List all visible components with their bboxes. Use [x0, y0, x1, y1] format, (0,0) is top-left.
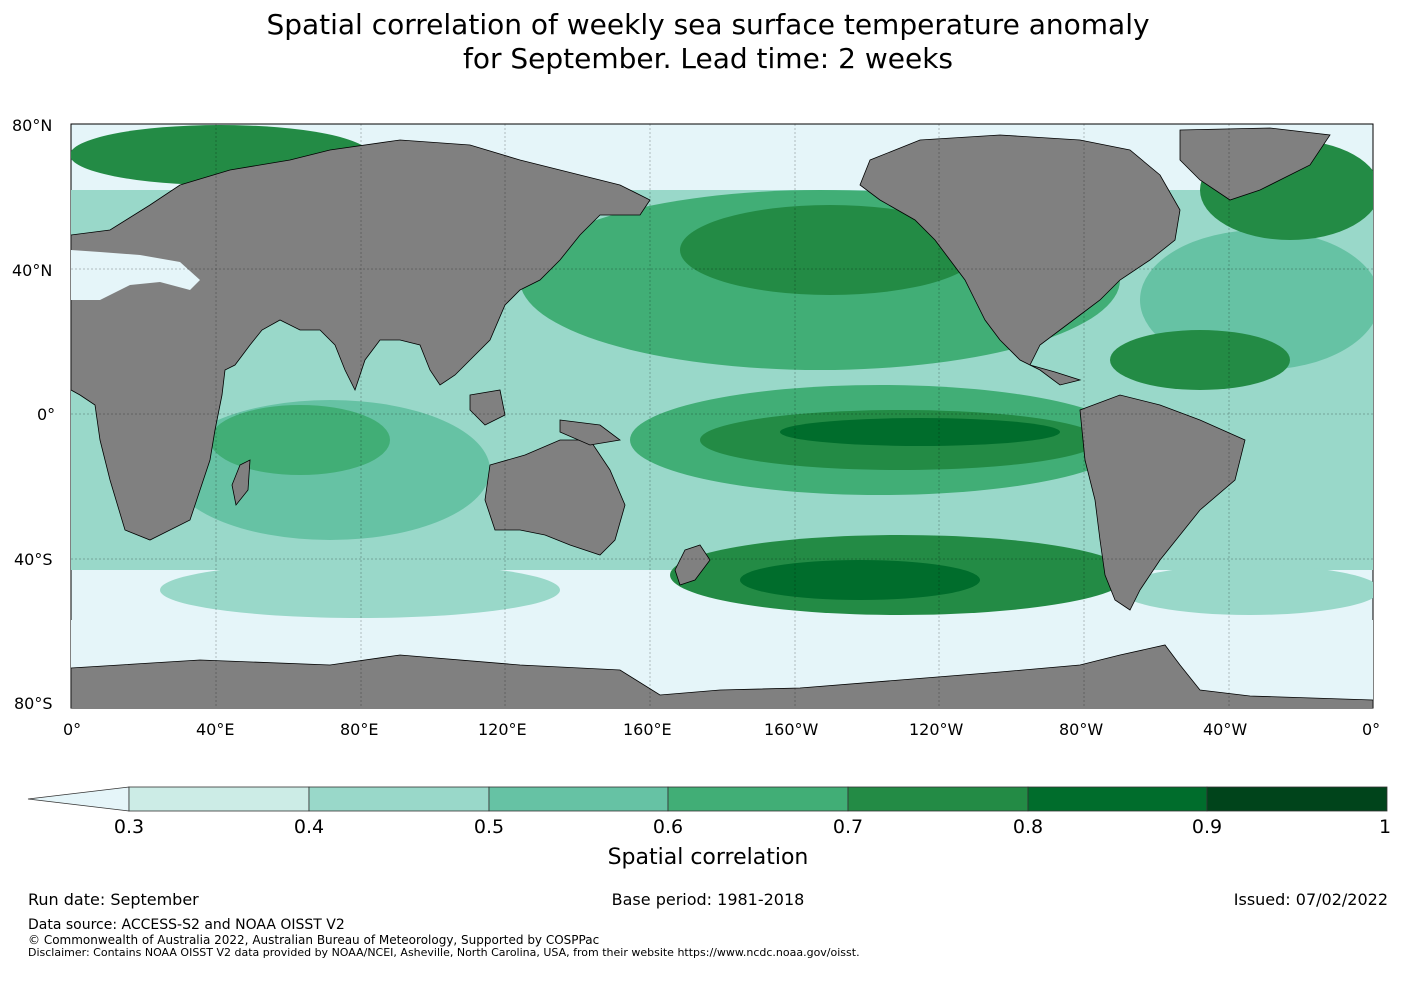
- ocean-field-indian-core: [210, 405, 390, 475]
- colorbar-bin-0.4: [308, 786, 490, 812]
- run-date: Run date: September: [28, 890, 199, 909]
- lon-label-40e: 40°E: [196, 720, 235, 739]
- land-greenland: [1179, 127, 1331, 201]
- colorbar-bin-0.6: [667, 786, 849, 812]
- ocean-field-caribbean: [1110, 330, 1290, 390]
- colorbar-title: Spatial correlation: [607, 845, 809, 870]
- graticule: [71, 124, 1373, 708]
- lon-label-160e: 160°E: [623, 720, 672, 739]
- land-australia: [484, 439, 626, 556]
- lon-label-80e: 80°E: [340, 720, 379, 739]
- lat-label-40n: 40°N: [12, 261, 53, 280]
- ocean-field-south-atl: [1120, 565, 1373, 615]
- colorbar-tick-0.5: 0.5: [473, 816, 505, 838]
- lon-label-0-right: 0°: [1362, 720, 1381, 739]
- colorbar-bin-0.3: [128, 786, 310, 812]
- land-north-america: [859, 134, 1181, 386]
- colorbar-tick-0.4: 0.4: [293, 816, 325, 838]
- colorbar-bin-0.9: [1206, 786, 1388, 812]
- colorbar-extend-arrow: [27, 786, 130, 812]
- land-new-guinea: [559, 419, 621, 446]
- land-europe-mediterranean: [71, 250, 200, 300]
- lon-label-80w: 80°W: [1059, 720, 1104, 739]
- colorbar-bin-0.7: [847, 786, 1029, 812]
- land-south-america: [1079, 394, 1246, 611]
- chart-title: Spatial correlation of weekly sea surfac…: [0, 8, 1416, 76]
- colorbar-tick-0.6: 0.6: [652, 816, 684, 838]
- lat-label-40s: 40°S: [14, 550, 53, 569]
- ocean-field-npac-core: [680, 205, 980, 295]
- lon-label-40w: 40°W: [1203, 720, 1248, 739]
- land-antarctica: [71, 644, 1373, 708]
- lon-label-160w: 160°W: [764, 720, 819, 739]
- land-africa-eurasia: [71, 139, 651, 541]
- lat-label-0: 0°: [37, 405, 56, 424]
- lon-label-120e: 120°E: [478, 720, 527, 739]
- lon-label-0-left: 0°: [63, 720, 82, 739]
- colorbar: [27, 786, 1388, 812]
- colorbar-tick-1: 1: [1378, 816, 1392, 838]
- ocean-field-eq-pac-peak: [780, 418, 1060, 446]
- land-borneo-indonesia: [469, 389, 506, 426]
- colorbar-tick-0.7: 0.7: [832, 816, 864, 838]
- lat-label-80n: 80°N: [12, 116, 53, 135]
- land-madagascar: [231, 459, 251, 506]
- title-line-1: Spatial correlation of weekly sea surfac…: [266, 8, 1150, 41]
- colorbar-tick-0.3: 0.3: [113, 816, 145, 838]
- lat-label-80s: 80°S: [14, 694, 53, 713]
- data-source: Data source: ACCESS-S2 and NOAA OISST V2: [28, 917, 345, 933]
- ocean-field-spac-core: [740, 560, 980, 600]
- colorbar-bin-0.8: [1027, 786, 1208, 812]
- ocean-field-south-indian: [160, 562, 560, 618]
- land-masses: [71, 127, 1373, 708]
- colorbar-tick-0.9: 0.9: [1191, 816, 1223, 838]
- lon-label-120w: 120°W: [909, 720, 964, 739]
- title-line-2: for September. Lead time: 2 weeks: [462, 42, 954, 75]
- colorbar-tick-0.8: 0.8: [1012, 816, 1044, 838]
- base-period: Base period: 1981-2018: [611, 890, 805, 909]
- issued-date: Issued: 07/02/2022: [1233, 890, 1388, 909]
- land-new-zealand: [674, 544, 711, 586]
- disclaimer: Disclaimer: Contains NOAA OISST V2 data …: [28, 946, 860, 959]
- copyright: © Commonwealth of Australia 2022, Austra…: [28, 933, 600, 947]
- colorbar-bin-0.5: [488, 786, 669, 812]
